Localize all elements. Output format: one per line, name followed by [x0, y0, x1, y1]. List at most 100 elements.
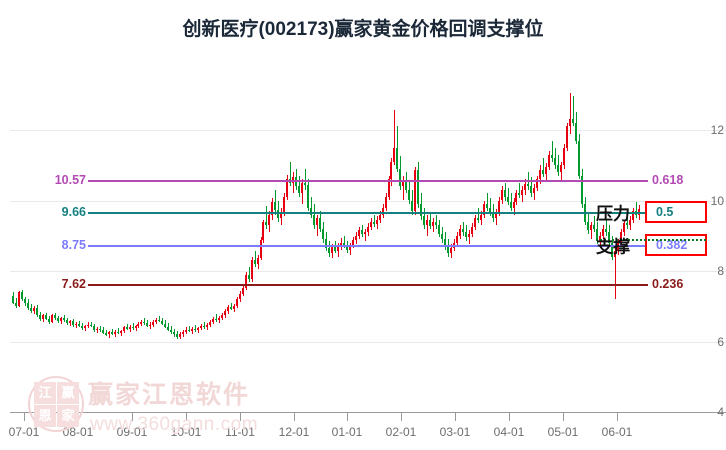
candle-body: [507, 196, 509, 202]
candle-body: [563, 147, 565, 166]
candle-wick: [427, 214, 428, 236]
candle-body: [81, 325, 83, 329]
candle-body: [292, 177, 294, 183]
candlestick-series: [0, 55, 726, 413]
candle-body: [578, 140, 580, 176]
candle-body: [328, 247, 330, 254]
candle-body: [102, 330, 104, 334]
candle-body: [399, 168, 401, 187]
candle-body: [12, 296, 14, 303]
candle-wick: [365, 228, 366, 241]
candle-body: [611, 242, 613, 257]
candle-body: [438, 225, 440, 234]
x-axis-tickmark: [240, 413, 241, 421]
candle-body: [108, 332, 110, 335]
candle-body: [498, 200, 500, 213]
y-axis-tick-8: 8: [717, 264, 724, 278]
x-axis-label-05-01: 05-01: [547, 425, 579, 439]
candle-body: [325, 239, 327, 248]
candle-body: [495, 212, 497, 219]
candle-body: [298, 185, 300, 194]
candle-body: [465, 232, 467, 238]
x-axis-label-10-01: 10-01: [170, 425, 202, 439]
candle-body: [373, 221, 375, 225]
candle-body: [307, 184, 309, 208]
candle-body: [316, 218, 318, 226]
candle-body: [15, 302, 17, 306]
candle-body: [84, 325, 86, 329]
candle-wick: [344, 235, 345, 249]
candle-body: [331, 247, 333, 254]
candle-body: [480, 214, 482, 221]
candle-body: [105, 333, 107, 335]
candle-body: [60, 318, 62, 322]
candle-wick: [615, 247, 616, 300]
candle-body: [370, 221, 372, 227]
candle-body: [274, 201, 276, 211]
candle-body: [215, 318, 217, 321]
candle-body: [301, 182, 303, 194]
candle-body: [414, 170, 416, 212]
candle-body: [623, 223, 625, 233]
x-axis: 07-01 08-01 09-01 10-01 11-01 12-01 01-01 02-01…: [0, 413, 726, 450]
candle-body: [605, 228, 607, 233]
candle-body: [379, 214, 381, 220]
candle-body: [230, 306, 232, 310]
candle-body: [483, 204, 485, 215]
candle-body: [48, 318, 50, 322]
candle-body: [54, 315, 56, 319]
candle-body: [117, 331, 119, 334]
candle-body: [78, 323, 80, 326]
candle-body: [245, 275, 247, 288]
candle-body: [518, 193, 520, 195]
candle-wick: [159, 316, 160, 323]
candle-body: [149, 324, 151, 327]
candle-body: [346, 246, 348, 250]
candle-body: [99, 328, 101, 331]
candle-body: [265, 222, 267, 226]
candle-wick: [255, 251, 256, 268]
candle-body: [486, 204, 488, 208]
candle-body: [90, 324, 92, 327]
candle-body: [197, 328, 199, 331]
candle-body: [343, 242, 345, 247]
x-axis-tickmark: [186, 413, 187, 421]
candle-body: [334, 247, 336, 251]
candle-body: [620, 232, 622, 243]
x-axis-tickmark: [401, 413, 402, 421]
candle-body: [114, 331, 116, 334]
y-axis-tick-10: 10: [710, 193, 724, 208]
candle-body: [551, 154, 553, 159]
candle-body: [69, 321, 71, 324]
candle-body: [206, 324, 208, 328]
candle-body: [224, 311, 226, 315]
x-axis-tickmark: [455, 413, 456, 421]
candle-wick: [216, 314, 217, 322]
candle-body: [632, 211, 634, 220]
candle-body: [268, 215, 270, 226]
candle-wick: [249, 267, 250, 282]
candle-body: [539, 170, 541, 180]
candle-body: [209, 321, 211, 325]
candle-wick: [508, 187, 509, 206]
candle-wick: [374, 214, 375, 227]
candle-body: [536, 179, 538, 188]
candle-body: [75, 323, 77, 326]
candle-body: [367, 226, 369, 233]
candle-body: [161, 321, 163, 324]
candle-body: [33, 307, 35, 312]
candle-wick: [290, 161, 291, 187]
candle-body: [474, 218, 476, 227]
fib-ratio-box-0.5[interactable]: [645, 201, 707, 224]
candle-body: [355, 235, 357, 240]
candle-wick: [487, 193, 488, 212]
candle-body: [129, 326, 131, 329]
candle-body: [257, 258, 259, 264]
candle-body: [179, 334, 181, 337]
candle-body: [554, 158, 556, 166]
y-axis-tick-12: 12: [710, 123, 724, 137]
fib-price-label-0.5: 9.66: [61, 205, 86, 220]
fib-price-label-0.382: 8.75: [61, 237, 86, 252]
candle-body: [120, 330, 122, 334]
candle-wick: [552, 140, 553, 162]
